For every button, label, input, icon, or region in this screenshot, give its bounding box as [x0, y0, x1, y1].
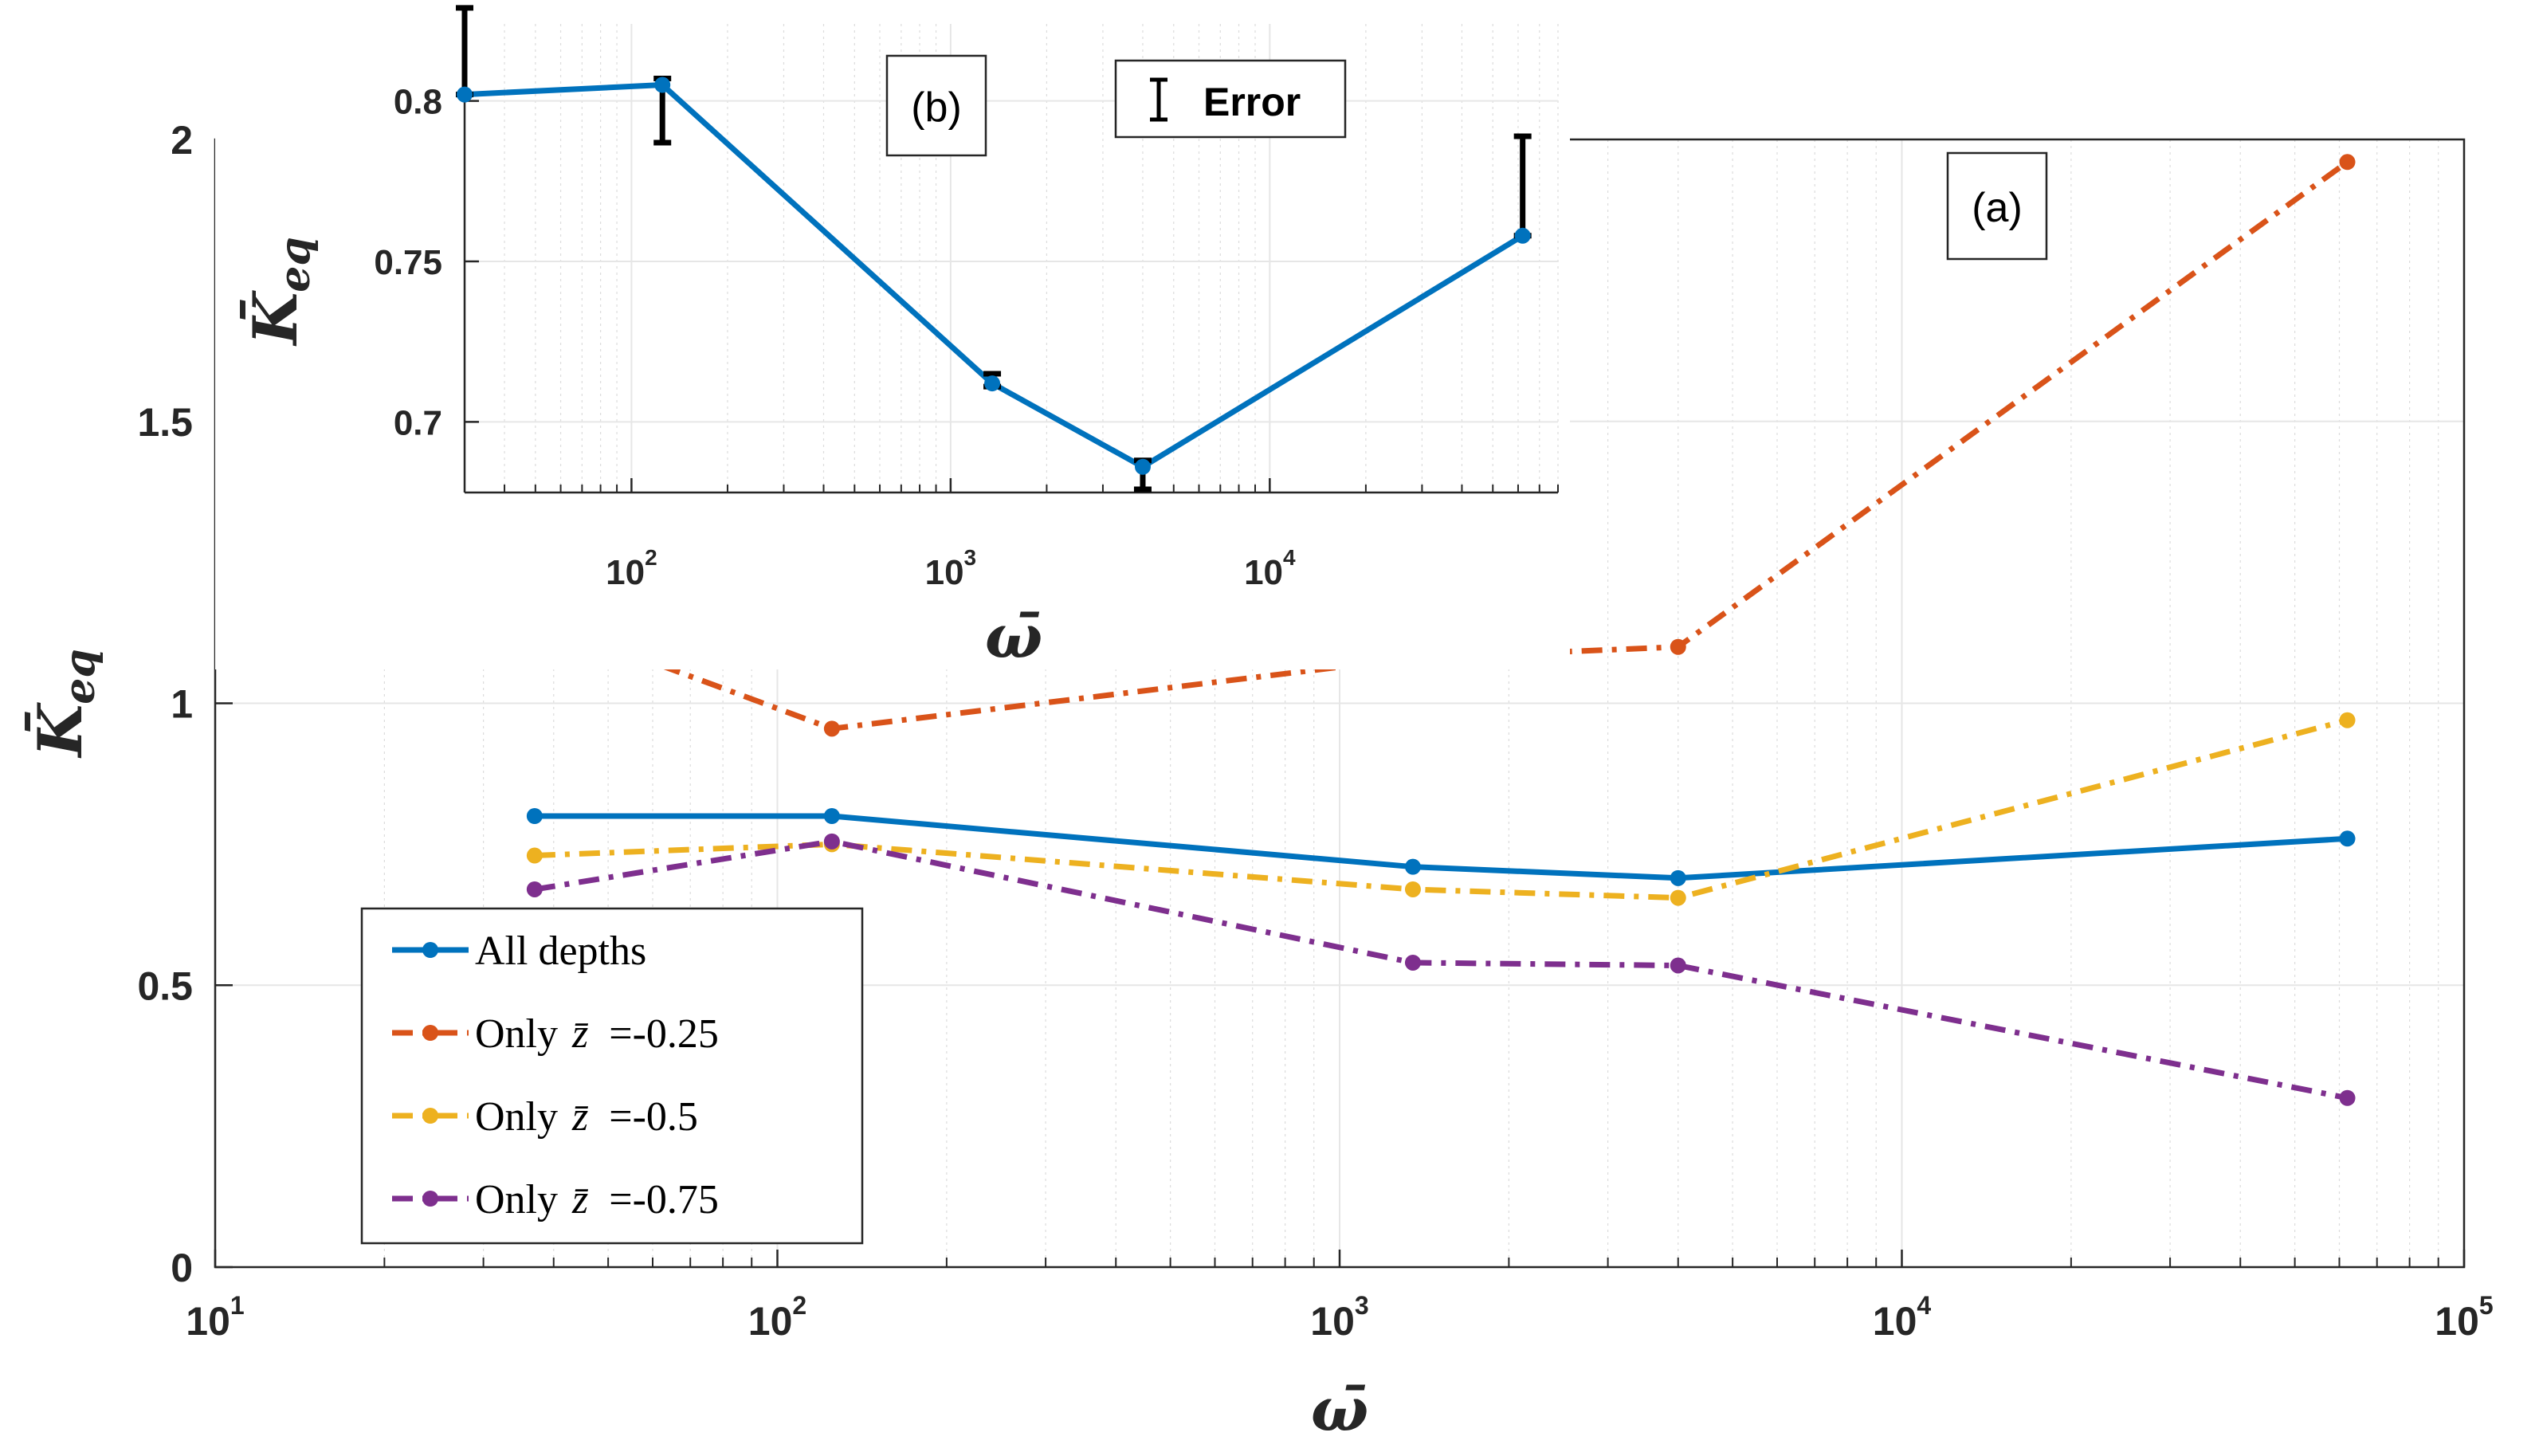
- inset-x-tick-base: 10: [925, 553, 964, 592]
- inset-x-tick-base: 10: [1244, 553, 1283, 592]
- inset-series-point: [1514, 227, 1531, 244]
- main-series-1-point: [823, 808, 840, 824]
- main-series-1-point: [526, 808, 543, 824]
- main-x-axis-label: ω̄: [1311, 1374, 1368, 1445]
- legend-swatch-marker: [422, 1108, 438, 1124]
- legend-entry-prefix: Only: [475, 1177, 558, 1222]
- main-x-tick-label: 104: [1873, 1291, 1932, 1344]
- legend-entry-zbar: z̄: [571, 1094, 588, 1140]
- inset-x-axis-label: ω̄: [985, 601, 1042, 672]
- inset-y-tick-label: 0.75: [374, 243, 442, 282]
- legend-swatch-marker: [422, 1025, 438, 1041]
- main-legend: All depths Only z̄ =-0.25 Only z̄ =-0.5 Only z̄ =…: [360, 907, 864, 1245]
- inset-y-axis-label-subscript: eq: [271, 237, 320, 292]
- main-series-1-point: [1404, 858, 1421, 875]
- inset-legend-label: Error: [1203, 80, 1301, 124]
- main-x-tick-base: 10: [748, 1299, 793, 1344]
- legend-entry-prefix: All depths: [475, 928, 646, 974]
- main-panel-label: (a): [1946, 151, 2048, 261]
- main-x-tick-base: 10: [1310, 1299, 1355, 1344]
- inset-panel-label-text: (b): [911, 84, 962, 131]
- legend-entry-prefix: Only: [475, 1011, 558, 1057]
- main-series-4-point: [1670, 957, 1686, 974]
- main-y-tick-label: 2: [171, 118, 193, 163]
- legend-entry-value: =-0.5: [609, 1094, 698, 1140]
- main-x-tick-label: 103: [1310, 1291, 1368, 1344]
- main-series-2-point: [823, 720, 840, 737]
- main-x-tick-exponent: 5: [2479, 1291, 2494, 1320]
- main-y-axis-label: K̄eq: [23, 649, 104, 759]
- main-series-2-point: [2339, 154, 2356, 171]
- main-x-tick-base: 10: [186, 1299, 230, 1344]
- legend-entry-label: Only z̄ =-0.5: [475, 1094, 698, 1140]
- inset-x-tick-base: 10: [606, 553, 645, 592]
- main-y-tick-label: 1: [171, 682, 193, 727]
- legend-swatch-marker: [422, 1191, 438, 1207]
- inset-series: [456, 5, 1532, 493]
- main-y-tick-label: 0: [171, 1246, 193, 1290]
- main-series-3-point: [526, 847, 543, 864]
- main-y-axis-label-symbol: K̄: [23, 702, 96, 759]
- main-series-3-point: [1404, 881, 1421, 897]
- inset-legend: Error: [1114, 59, 1347, 139]
- main-series-4-point: [526, 881, 543, 897]
- inset-series-point: [1134, 458, 1151, 475]
- legend-entry-zbar: z̄: [571, 1177, 588, 1222]
- inset-panel-label: (b): [885, 54, 987, 157]
- main-y-axis-label-subscript: eq: [56, 649, 104, 704]
- main-x-tick-exponent: 3: [1355, 1291, 1369, 1320]
- inset-series-point: [984, 375, 1001, 392]
- main-series-4-point: [823, 833, 840, 850]
- main-series-4-point: [2339, 1089, 2356, 1106]
- legend-entry-label: Only z̄ =-0.25: [475, 1011, 719, 1057]
- error-bar-legend-icon: [1150, 77, 1167, 122]
- main-x-tick-base: 10: [2435, 1299, 2479, 1344]
- main-x-tick-label: 101: [186, 1291, 244, 1344]
- inset-y-tick-label: 0.8: [394, 83, 442, 122]
- inset-y-axis-label: K̄eq: [238, 237, 320, 347]
- legend-entry-value: =-0.75: [609, 1177, 719, 1222]
- inset-x-tick-label: 102: [606, 545, 657, 592]
- main-series-1-point: [2339, 830, 2356, 847]
- main-series-1-point: [1670, 869, 1686, 886]
- legend-entry-value: =-0.25: [609, 1011, 719, 1057]
- main-y-tick-label: 1.5: [137, 400, 193, 445]
- main-series-2-point: [1670, 638, 1686, 655]
- inset-y-axis-label-symbol: K̄: [238, 290, 311, 347]
- legend-entry-label: All depths: [475, 928, 646, 974]
- main-series-3-point: [1670, 889, 1686, 906]
- main-x-tick-exponent: 1: [230, 1291, 245, 1320]
- inset-x-tick-exponent: 3: [964, 545, 977, 570]
- main-x-tick-label: 105: [2435, 1291, 2493, 1344]
- legend-swatch-marker: [422, 942, 438, 958]
- main-x-tick-exponent: 2: [792, 1291, 806, 1320]
- inset-x-tick-exponent: 2: [645, 545, 657, 570]
- inset-x-tick-label: 103: [925, 545, 977, 592]
- legend-entry-label: Only z̄ =-0.75: [475, 1177, 719, 1222]
- inset-x-tick-exponent: 4: [1283, 545, 1296, 570]
- main-x-tick-exponent: 4: [1917, 1291, 1931, 1320]
- inset-series-point: [457, 86, 473, 103]
- inset-series-point: [654, 77, 671, 93]
- main-panel-label-text: (a): [1972, 185, 2023, 231]
- inset-x-tick-label: 104: [1244, 545, 1296, 592]
- legend-entry-prefix: Only: [475, 1094, 558, 1140]
- legend-entry-zbar: z̄: [571, 1011, 588, 1057]
- main-series-3-point: [2339, 712, 2356, 728]
- main-y-tick-label: 0.5: [137, 963, 193, 1008]
- inset-y-tick-label: 0.7: [394, 403, 442, 442]
- main-x-tick-base: 10: [1873, 1299, 1917, 1344]
- main-x-tick-label: 102: [748, 1291, 806, 1344]
- main-series-4-point: [1404, 954, 1421, 971]
